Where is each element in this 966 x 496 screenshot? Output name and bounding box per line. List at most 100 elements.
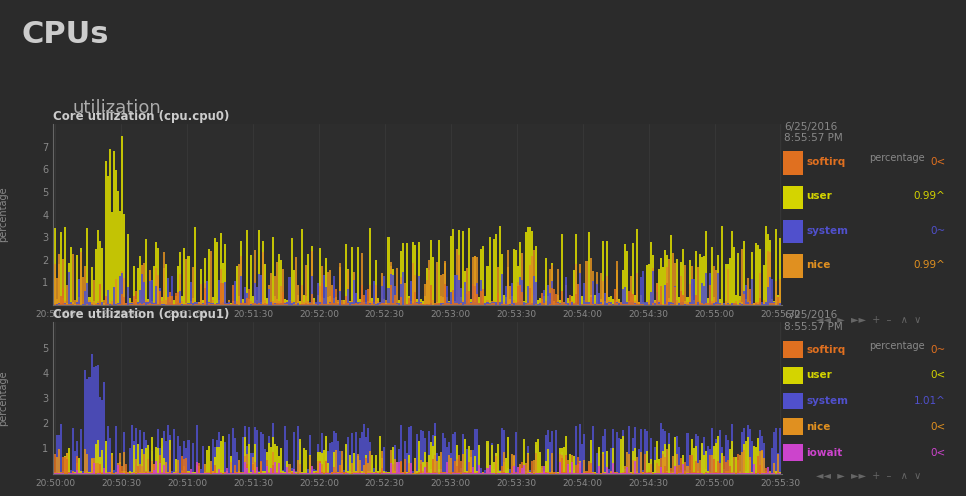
Bar — [256, 430, 258, 474]
Bar — [493, 462, 495, 474]
Bar — [341, 473, 343, 474]
Bar — [511, 466, 513, 474]
Bar — [117, 304, 119, 305]
Bar — [628, 473, 630, 474]
Bar — [147, 301, 149, 305]
Bar — [189, 304, 191, 305]
Bar — [561, 458, 563, 474]
Bar — [632, 438, 634, 474]
Bar — [80, 473, 82, 474]
Bar — [161, 446, 163, 474]
Bar — [515, 303, 517, 305]
Bar — [198, 303, 200, 305]
Text: ◄◄  ►  ►►  +  –   ∧  ∨: ◄◄ ► ►► + – ∧ ∨ — [816, 471, 922, 481]
Bar — [604, 473, 606, 474]
Bar — [378, 473, 380, 474]
Bar — [206, 473, 208, 474]
Bar — [298, 304, 300, 305]
Bar — [376, 304, 378, 305]
Bar — [702, 455, 704, 474]
Bar — [470, 303, 472, 305]
Bar — [89, 377, 91, 474]
Bar — [97, 230, 99, 305]
Bar — [678, 465, 680, 474]
Bar — [709, 473, 711, 474]
Bar — [665, 444, 667, 474]
Bar — [141, 448, 143, 474]
Bar — [289, 473, 291, 474]
Bar — [295, 473, 297, 474]
Bar — [485, 473, 487, 474]
Bar — [517, 472, 519, 474]
Bar — [109, 304, 111, 305]
Bar — [93, 301, 95, 305]
Bar — [339, 291, 341, 305]
Bar — [693, 304, 695, 305]
Bar — [422, 472, 424, 474]
Bar — [238, 471, 240, 474]
Bar — [69, 472, 71, 474]
Bar — [106, 176, 109, 305]
Bar — [410, 301, 412, 305]
Bar — [700, 444, 702, 474]
Bar — [713, 266, 715, 305]
Bar — [171, 471, 173, 474]
Bar — [665, 457, 667, 474]
Bar — [626, 467, 628, 474]
Bar — [391, 269, 393, 305]
Bar — [700, 303, 702, 305]
Bar — [582, 304, 583, 305]
Bar — [731, 304, 733, 305]
Bar — [624, 466, 626, 474]
Bar — [517, 266, 519, 305]
Bar — [755, 304, 757, 305]
Bar — [95, 366, 97, 474]
Bar — [149, 471, 151, 474]
Bar — [689, 473, 691, 474]
Bar — [456, 459, 458, 474]
Bar — [117, 191, 119, 305]
Bar — [402, 473, 404, 474]
Bar — [220, 470, 222, 474]
Bar — [280, 448, 282, 474]
Bar — [454, 304, 456, 305]
Bar — [228, 434, 230, 474]
Text: user: user — [807, 371, 833, 380]
Bar — [571, 301, 574, 305]
Bar — [519, 277, 521, 305]
Bar — [752, 252, 753, 305]
Bar — [521, 473, 523, 474]
Bar — [131, 426, 133, 474]
Bar — [349, 302, 351, 305]
Bar — [446, 303, 448, 305]
Bar — [413, 302, 415, 305]
Bar — [523, 302, 525, 305]
Bar — [276, 304, 278, 305]
Bar — [526, 453, 529, 474]
Bar — [102, 303, 104, 305]
Bar — [204, 288, 206, 305]
Bar — [176, 471, 178, 474]
Bar — [658, 269, 660, 305]
Bar — [56, 457, 58, 474]
Bar — [525, 463, 526, 474]
Bar — [782, 444, 804, 461]
Bar — [123, 473, 125, 474]
Bar — [509, 286, 511, 305]
Bar — [646, 473, 648, 474]
Bar — [578, 304, 580, 305]
Bar — [780, 279, 781, 305]
Bar — [624, 472, 626, 474]
Bar — [672, 473, 674, 474]
Bar — [480, 291, 482, 305]
Bar — [761, 450, 763, 474]
Bar — [574, 303, 576, 305]
Bar — [69, 272, 71, 305]
Bar — [711, 247, 713, 305]
Bar — [741, 473, 743, 474]
Bar — [147, 473, 149, 474]
Bar — [765, 471, 767, 474]
Bar — [347, 269, 349, 305]
Bar — [717, 471, 719, 474]
Bar — [244, 462, 246, 474]
